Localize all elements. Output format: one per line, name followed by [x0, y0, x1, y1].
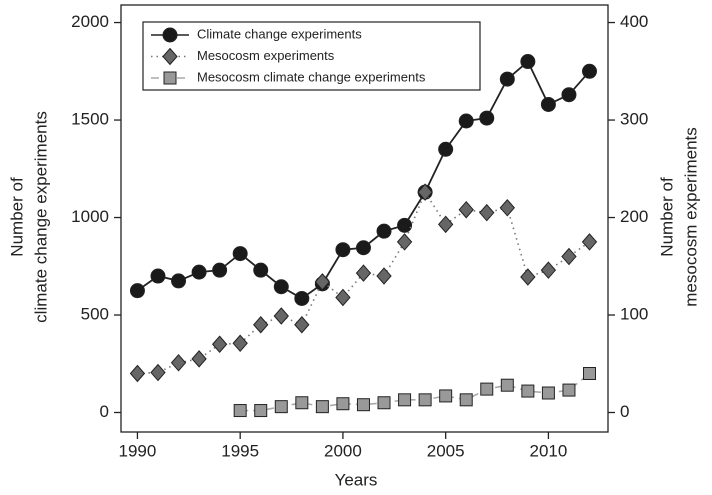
- marker: [458, 200, 474, 219]
- marker: [232, 246, 248, 262]
- y-tick-label: 2000: [71, 12, 109, 31]
- marker: [396, 233, 413, 251]
- series-line: [136, 60, 591, 300]
- marker: [438, 215, 454, 234]
- y2-tick-label: 200: [620, 207, 648, 226]
- marker: [232, 334, 248, 353]
- marker: [129, 283, 145, 299]
- marker: [294, 316, 310, 334]
- marker: [521, 384, 535, 398]
- legend-label: Mesocosm experiments: [197, 48, 335, 63]
- y2-tick-label: 100: [620, 304, 648, 323]
- marker: [582, 63, 598, 79]
- marker: [561, 87, 577, 103]
- marker: [520, 54, 536, 70]
- x-tick-label: 2010: [529, 441, 567, 460]
- x-tick-label: 2005: [427, 441, 465, 460]
- marker: [355, 240, 371, 256]
- marker: [274, 400, 288, 414]
- marker: [376, 267, 392, 285]
- y2-axis-label: Number of mesocosm experiments: [657, 127, 700, 307]
- marker: [315, 400, 329, 414]
- marker: [356, 398, 370, 412]
- marker: [129, 364, 146, 383]
- marker: [295, 396, 309, 410]
- marker: [583, 367, 597, 381]
- marker: [581, 233, 598, 251]
- y2-axis-label-line: Number of: [657, 177, 676, 257]
- marker: [500, 378, 514, 392]
- marker: [273, 279, 289, 295]
- marker: [438, 141, 454, 157]
- marker: [376, 223, 392, 239]
- marker: [562, 383, 576, 397]
- marker: [273, 307, 289, 325]
- marker: [540, 96, 556, 112]
- marker: [377, 396, 391, 410]
- marker: [499, 71, 515, 87]
- y-axis-label: Number of climate change experiments: [7, 111, 50, 323]
- marker: [459, 393, 473, 407]
- y2-axis-label-line: mesocosm experiments: [681, 127, 700, 307]
- marker: [253, 316, 269, 334]
- marker: [335, 242, 351, 258]
- y-tick-label: 0: [100, 402, 109, 421]
- legend-box: [142, 21, 481, 91]
- legend-marker: [162, 47, 178, 66]
- y-tick-label: 1000: [71, 207, 109, 226]
- marker: [335, 288, 351, 307]
- marker: [150, 363, 166, 382]
- marker: [458, 113, 474, 129]
- y-axis-label-line: Number of: [7, 177, 26, 257]
- marker: [520, 268, 536, 286]
- marker: [541, 386, 555, 400]
- x-axis-label: Years: [335, 470, 378, 489]
- marker: [355, 264, 372, 282]
- y2-tick-label: 0: [620, 402, 629, 421]
- marker: [171, 273, 187, 289]
- x-tick-label: 1995: [221, 441, 259, 460]
- series-line: [137, 190, 590, 375]
- y-tick-label: 1500: [71, 110, 109, 129]
- marker: [294, 290, 310, 306]
- marker: [417, 183, 433, 201]
- marker: [211, 335, 228, 354]
- plot-frame: [120, 4, 609, 433]
- marker: [479, 203, 495, 222]
- marker: [314, 273, 331, 291]
- marker: [499, 199, 515, 217]
- series-line: [240, 372, 591, 412]
- marker: [191, 350, 207, 368]
- legend: Climate change experiments Mesocosm exper…: [142, 21, 481, 91]
- legend-label: Mesocosm climate change experiments: [197, 69, 426, 84]
- marker: [398, 393, 412, 407]
- marker: [540, 261, 557, 279]
- marker: [253, 262, 269, 278]
- marker: [480, 382, 494, 396]
- legend-label: Climate change experiments: [197, 26, 362, 41]
- marker: [150, 268, 166, 284]
- marker: [418, 393, 432, 407]
- legend-marker: [163, 71, 177, 85]
- marker: [254, 404, 268, 418]
- legend-marker: [162, 27, 178, 43]
- y-axis-label-line: climate change experiments: [31, 111, 50, 323]
- y2-tick-label: 300: [620, 110, 648, 129]
- marker: [397, 217, 413, 233]
- y-tick-label: 500: [81, 304, 109, 323]
- marker: [336, 397, 350, 411]
- x-tick-label: 2000: [324, 441, 362, 460]
- y2-tick-label: 400: [620, 12, 648, 31]
- marker: [233, 404, 247, 418]
- marker: [170, 354, 187, 372]
- marker: [479, 110, 495, 126]
- marker: [191, 264, 207, 280]
- marker: [561, 247, 577, 266]
- marker: [212, 262, 228, 278]
- x-tick-label: 1990: [119, 441, 157, 460]
- marker: [439, 389, 453, 403]
